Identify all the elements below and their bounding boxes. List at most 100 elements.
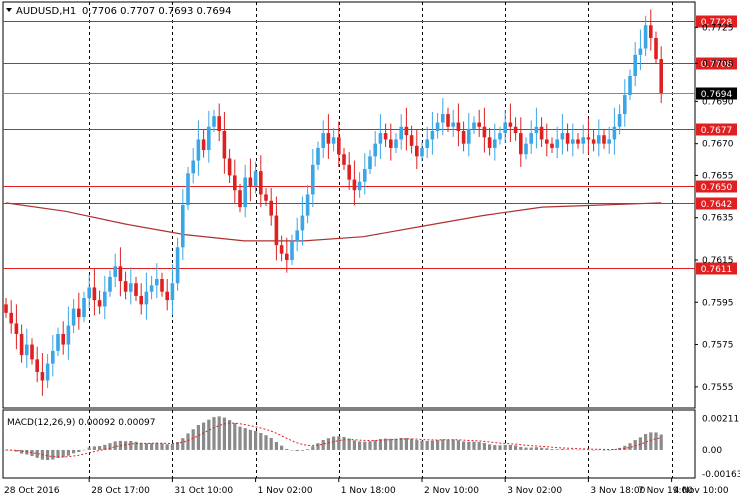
candle-22 xyxy=(119,247,123,296)
macd-bar-75 xyxy=(394,439,397,450)
macd-bar-115 xyxy=(602,450,605,451)
candle-body-21 xyxy=(113,266,117,277)
candle-body-117 xyxy=(613,127,617,140)
candle-body-13 xyxy=(72,309,76,326)
macd-bar-64 xyxy=(337,436,340,450)
candle-112 xyxy=(587,118,591,154)
candle-body-85 xyxy=(446,114,450,127)
candle-body-34 xyxy=(181,205,185,247)
candle-13 xyxy=(72,299,76,333)
candle-108 xyxy=(566,124,570,152)
macd-bar-84 xyxy=(441,439,444,450)
macd-bar-31 xyxy=(166,444,169,450)
macd-bar-119 xyxy=(623,446,626,450)
candle-body-81 xyxy=(425,139,429,147)
candle-21 xyxy=(113,254,117,287)
candle-body-57 xyxy=(301,216,305,231)
macd-bar-96 xyxy=(504,445,507,450)
candle-body-33 xyxy=(176,247,180,283)
candle-113 xyxy=(592,130,596,151)
candle-body-101 xyxy=(529,133,533,144)
macd-bar-3 xyxy=(20,450,23,454)
candle-body-60 xyxy=(316,148,320,165)
candle-104 xyxy=(545,124,549,157)
candle-body-22 xyxy=(119,266,123,281)
macd-bar-82 xyxy=(431,441,434,450)
candle-body-80 xyxy=(420,148,424,156)
candle-body-23 xyxy=(124,281,128,292)
macd-bar-70 xyxy=(368,441,371,450)
price-label-7: 0.7595 xyxy=(702,298,734,308)
candle-body-18 xyxy=(98,300,102,306)
macd-bar-122 xyxy=(639,437,642,450)
candle-41 xyxy=(217,104,221,142)
macd-bar-106 xyxy=(556,449,559,450)
macd-bar-125 xyxy=(654,432,657,450)
candle-body-59 xyxy=(311,165,315,195)
macd-bar-99 xyxy=(519,447,522,450)
macd-bar-15 xyxy=(82,450,85,451)
candle-19 xyxy=(103,276,107,319)
macd-bar-80 xyxy=(420,441,423,450)
macd-bar-89 xyxy=(467,442,470,450)
macd-bar-43 xyxy=(228,420,231,450)
candle-102 xyxy=(535,108,539,149)
macd-bar-51 xyxy=(270,438,273,450)
macd-bar-16 xyxy=(88,447,91,449)
candle-25 xyxy=(134,277,138,301)
dropdown-triangle-icon[interactable] xyxy=(6,8,12,12)
candles xyxy=(4,9,663,395)
candle-40 xyxy=(212,110,216,132)
candle-66 xyxy=(347,152,351,190)
candle-38 xyxy=(202,130,206,158)
macd-bar-92 xyxy=(483,443,486,450)
candle-75 xyxy=(394,133,398,153)
macd-bar-54 xyxy=(285,449,288,450)
candle-body-68 xyxy=(358,182,362,190)
candle-body-17 xyxy=(93,287,97,300)
candle-body-74 xyxy=(389,139,393,147)
candle-body-115 xyxy=(602,135,606,143)
macd-bar-27 xyxy=(145,443,148,450)
macd-bar-50 xyxy=(264,435,267,450)
macd-bar-66 xyxy=(348,438,351,449)
macd-bar-101 xyxy=(530,448,533,450)
candle-body-124 xyxy=(649,25,653,38)
macd-bar-39 xyxy=(207,420,210,450)
candle-body-0 xyxy=(4,304,8,312)
candle-body-77 xyxy=(405,127,409,135)
candle-body-105 xyxy=(550,144,554,148)
candle-61 xyxy=(321,120,325,158)
macd-bar-91 xyxy=(478,442,481,450)
candle-37 xyxy=(197,120,201,175)
macd-bar-63 xyxy=(332,437,335,450)
candle-body-12 xyxy=(67,326,71,345)
candle-33 xyxy=(176,238,180,291)
candle-body-42 xyxy=(223,131,227,158)
candle-body-92 xyxy=(483,127,487,138)
candle-body-37 xyxy=(197,139,201,160)
candle-82 xyxy=(431,112,435,155)
candle-106 xyxy=(555,127,559,158)
macd-bar-45 xyxy=(238,427,241,450)
candle-body-84 xyxy=(441,114,445,122)
candle-28 xyxy=(150,276,154,299)
macd-bar-112 xyxy=(587,450,590,451)
candle-65 xyxy=(342,148,346,170)
candle-body-62 xyxy=(327,133,331,144)
candle-92 xyxy=(483,108,487,153)
macd-bar-24 xyxy=(129,441,132,450)
candle-body-78 xyxy=(410,135,414,146)
candle-79 xyxy=(415,130,419,169)
macd-bar-108 xyxy=(566,449,569,450)
candle-body-96 xyxy=(503,123,507,134)
candle-54 xyxy=(285,238,289,273)
time-label-1: 28 Oct 17:00 xyxy=(91,486,150,496)
candle-30 xyxy=(160,273,164,297)
candle-body-104 xyxy=(545,139,549,143)
macd-bar-72 xyxy=(379,439,382,450)
candle-body-69 xyxy=(363,169,367,182)
macd-bar-49 xyxy=(259,433,262,450)
